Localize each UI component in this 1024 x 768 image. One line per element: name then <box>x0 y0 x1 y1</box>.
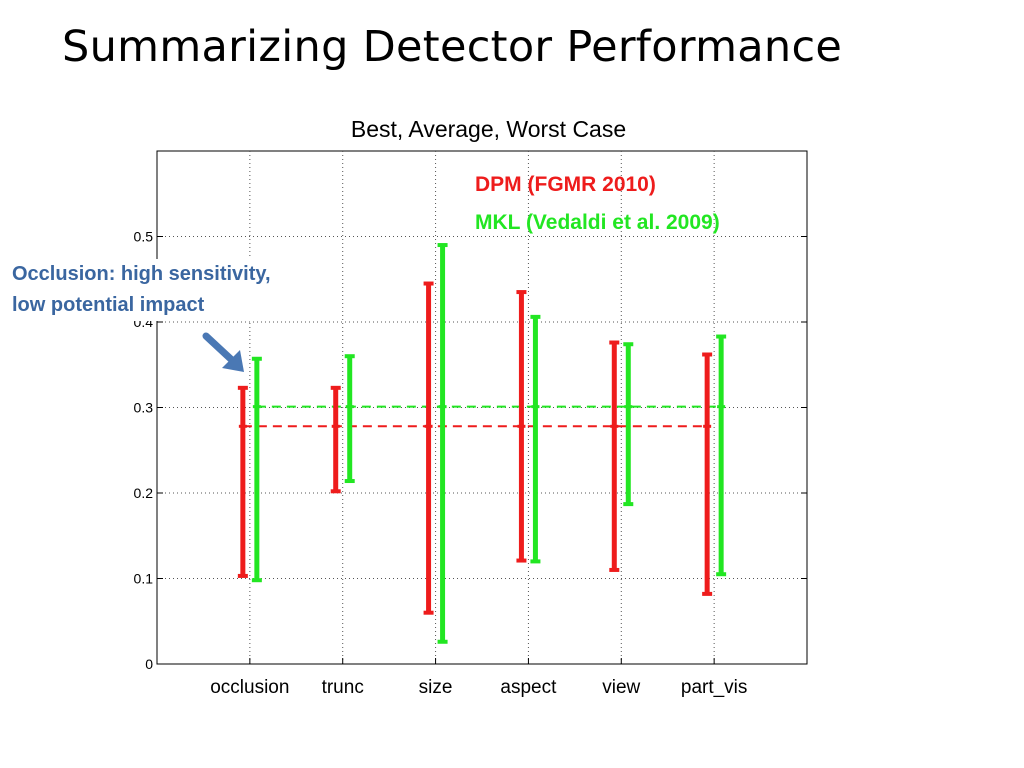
legend-dpm: DPM (FGMR 2010) <box>475 173 656 196</box>
x-tick-label: trunc <box>322 677 364 698</box>
x-tick-label: occlusion <box>210 677 289 698</box>
y-tick-label: 0.3 <box>134 400 154 416</box>
y-tick-label: 0 <box>145 656 153 672</box>
slide-title: Summarizing Detector Performance <box>62 22 843 72</box>
chart-title: Best, Average, Worst Case <box>350 116 627 142</box>
x-tick-label: aspect <box>500 677 557 698</box>
annotation-line-1: Occlusion: high sensitivity, <box>12 263 271 285</box>
x-tick-label: part_vis <box>681 677 748 698</box>
x-tick-label: view <box>602 677 640 698</box>
y-tick-label: 0.2 <box>134 485 154 501</box>
annotation-line-2: low potential impact <box>12 294 205 316</box>
y-tick-label: 0.5 <box>134 229 154 245</box>
legend-mkl: MKL (Vedaldi et al. 2009) <box>475 211 720 234</box>
occlusion-annotation: Occlusion: high sensitivity, low potenti… <box>12 259 273 321</box>
y-tick-label: 0.1 <box>134 571 154 587</box>
x-tick-label: size <box>419 677 453 698</box>
arrow-down-right-icon <box>202 332 244 372</box>
